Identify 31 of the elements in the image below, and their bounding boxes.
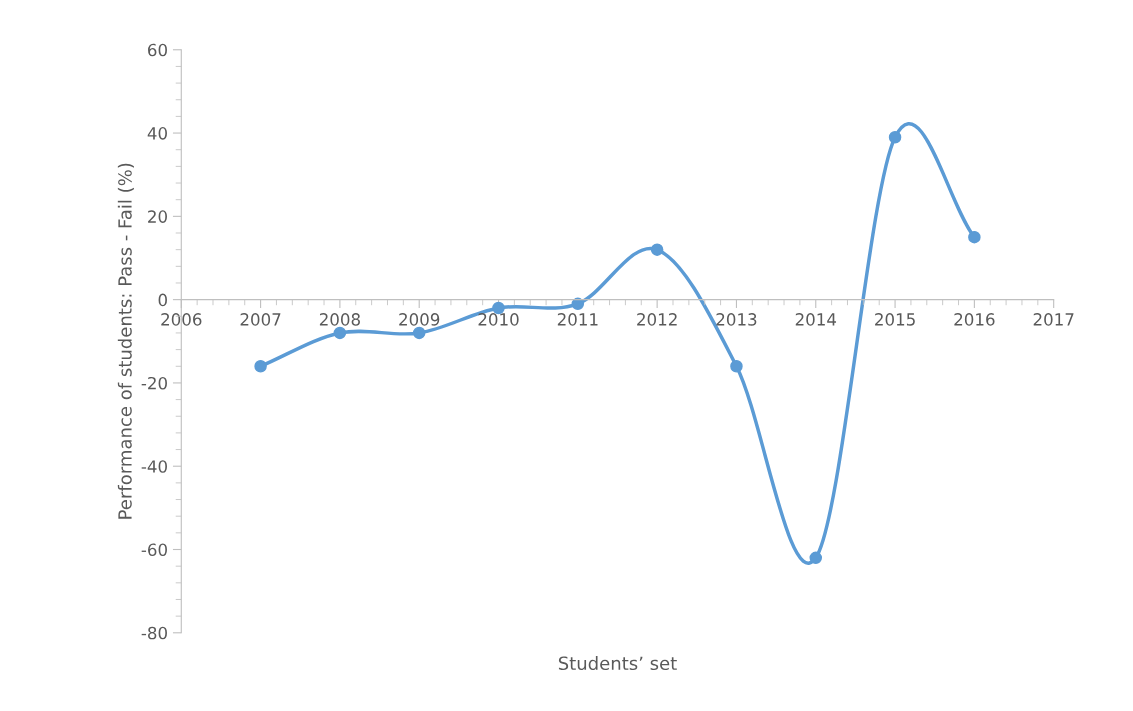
x-tick-label: 2015 [875, 313, 915, 326]
point [968, 230, 981, 244]
y-tick-label: -60 [141, 543, 167, 557]
y-tick-label: 60 [148, 43, 167, 57]
x-tick-label: 2014 [795, 313, 837, 326]
y-tick-label: 20 [148, 210, 167, 223]
x-tick-label: 2011 [557, 313, 598, 326]
y-tick-label: 40 [147, 127, 167, 140]
x-tick-label: 2013 [716, 313, 757, 326]
x-tick-label: 2006 [161, 313, 202, 326]
x-tick-label: 2016 [954, 313, 995, 326]
point [412, 326, 426, 340]
point [888, 130, 902, 144]
x-tick-label: 2007 [240, 313, 281, 326]
x-tick-label: 2012 [637, 313, 677, 326]
point [333, 326, 347, 340]
y-tick-label: -40 [141, 460, 167, 473]
x-axis-title: Students’ set [558, 656, 677, 671]
point [571, 297, 585, 311]
point [730, 360, 743, 373]
point [254, 360, 267, 373]
y-tick-label: -20 [141, 376, 167, 390]
x-tick-label: 2017 [1033, 313, 1074, 326]
y-axis-title: Performance of students: Pass - Fail (%) [117, 163, 134, 519]
x-tick-label: 2009 [399, 313, 440, 326]
x-tick-label: 2008 [319, 313, 360, 326]
point [650, 243, 664, 256]
x-tick-label: 2010 [478, 313, 519, 326]
point [809, 551, 823, 565]
y-tick-label: -80 [141, 626, 167, 640]
y-tick-label: 0 [158, 293, 167, 307]
